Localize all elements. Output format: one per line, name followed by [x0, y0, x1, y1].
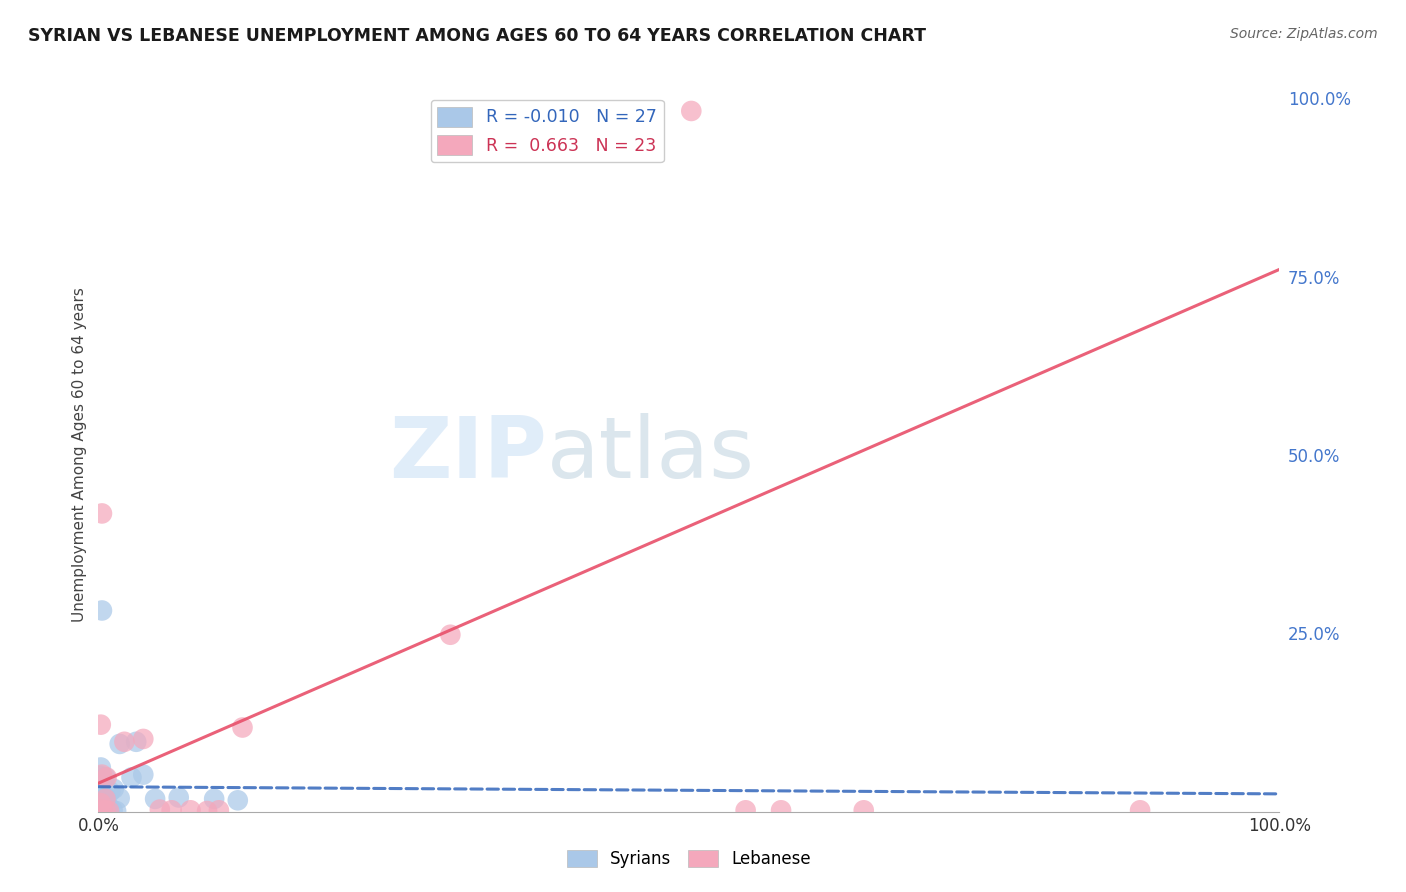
Point	[121, 771, 143, 785]
Point	[96, 771, 118, 785]
Point	[226, 793, 249, 807]
Point	[132, 731, 155, 746]
Point	[149, 803, 172, 817]
Point	[439, 628, 461, 642]
Point	[94, 792, 117, 806]
Text: atlas: atlas	[547, 413, 755, 497]
Point	[143, 792, 166, 806]
Point	[94, 803, 117, 817]
Point	[125, 735, 148, 749]
Point	[90, 796, 112, 810]
Point	[90, 783, 112, 797]
Point	[93, 797, 115, 812]
Point	[180, 803, 202, 817]
Point	[91, 507, 114, 521]
Text: SYRIAN VS LEBANESE UNEMPLOYMENT AMONG AGES 60 TO 64 YEARS CORRELATION CHART: SYRIAN VS LEBANESE UNEMPLOYMENT AMONG AG…	[28, 27, 927, 45]
Point	[1129, 803, 1152, 817]
Text: Source: ZipAtlas.com: Source: ZipAtlas.com	[1230, 27, 1378, 41]
Point	[112, 735, 135, 749]
Point	[98, 785, 121, 799]
Point	[94, 803, 117, 817]
Point	[94, 790, 117, 805]
Point	[91, 803, 114, 817]
Point	[94, 771, 117, 785]
Point	[90, 760, 112, 774]
Point	[167, 790, 190, 805]
Point	[90, 717, 112, 731]
Point	[202, 792, 225, 806]
Point	[105, 804, 128, 818]
Point	[90, 769, 112, 783]
Point	[681, 103, 703, 118]
Point	[108, 737, 131, 751]
Point	[98, 804, 121, 818]
Point	[97, 798, 120, 813]
Legend: Syrians, Lebanese: Syrians, Lebanese	[560, 843, 818, 875]
Point	[195, 804, 218, 818]
Point	[101, 803, 124, 817]
Point	[98, 804, 121, 818]
Point	[770, 803, 793, 817]
Point	[103, 781, 125, 796]
Point	[90, 796, 112, 810]
Point	[208, 803, 231, 817]
Point	[108, 791, 131, 805]
Point	[231, 721, 253, 735]
Point	[89, 792, 111, 806]
Text: ZIP: ZIP	[389, 413, 547, 497]
Point	[852, 803, 875, 817]
Point	[91, 799, 114, 814]
Point	[160, 803, 183, 817]
Point	[132, 767, 155, 781]
Point	[91, 603, 114, 617]
Point	[91, 767, 114, 781]
Y-axis label: Unemployment Among Ages 60 to 64 years: Unemployment Among Ages 60 to 64 years	[72, 287, 87, 623]
Point	[734, 803, 756, 817]
Point	[91, 803, 114, 817]
